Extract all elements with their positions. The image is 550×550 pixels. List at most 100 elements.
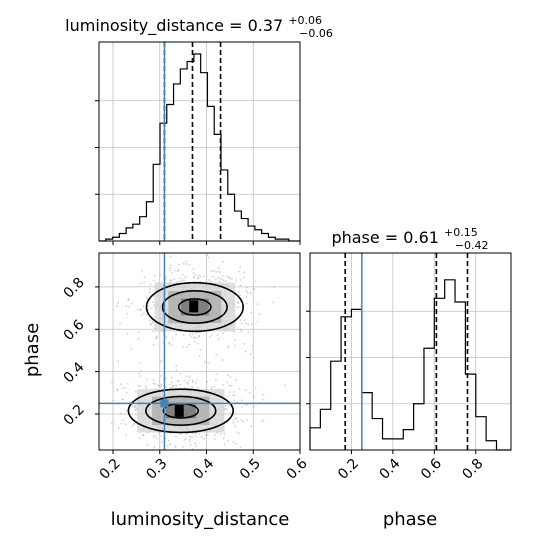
sample-point <box>131 425 133 428</box>
sample-point <box>215 271 218 273</box>
sample-point <box>146 296 148 299</box>
sample-point <box>117 427 120 430</box>
sample-point <box>223 432 226 435</box>
density-peak <box>174 404 184 417</box>
sample-point <box>235 417 238 420</box>
sample-point <box>194 432 197 434</box>
sample-point <box>198 355 201 357</box>
sample-point <box>223 443 226 446</box>
sample-point <box>239 279 242 281</box>
sample-point <box>127 306 130 308</box>
sample-point <box>161 441 163 443</box>
sample-point <box>139 308 142 311</box>
histogram-step <box>99 53 300 242</box>
contour-line <box>161 290 228 325</box>
sample-point <box>196 337 198 339</box>
sample-point <box>217 267 220 269</box>
sample-point <box>222 437 225 440</box>
sample-point <box>240 330 243 333</box>
sample-point <box>164 377 167 380</box>
sample-point <box>156 437 158 440</box>
sample-point <box>125 305 128 308</box>
sample-point <box>189 333 191 336</box>
sample-point <box>122 398 125 401</box>
sample-point <box>120 383 122 386</box>
sample-point <box>212 269 215 272</box>
sample-point <box>168 341 171 344</box>
sample-point <box>188 263 191 266</box>
sample-point <box>139 375 141 377</box>
sample-point <box>206 381 209 383</box>
y-tick-label: 0.2 <box>61 402 88 429</box>
sample-point <box>200 436 203 438</box>
sample-point <box>183 386 186 389</box>
sample-point <box>215 353 218 356</box>
x-tick-label: 0.2 <box>97 456 124 483</box>
sample-point <box>174 445 177 447</box>
sample-point <box>227 395 230 397</box>
truth-marker <box>160 399 169 408</box>
sample-point <box>170 344 173 346</box>
sample-point <box>272 301 275 304</box>
sample-point <box>239 284 242 287</box>
sample-point <box>175 281 178 283</box>
sample-point <box>179 373 182 375</box>
contour-line <box>127 388 235 434</box>
sample-point <box>238 270 241 273</box>
sample-point <box>209 336 212 338</box>
sample-point <box>211 334 213 336</box>
sample-point <box>217 276 220 279</box>
sample-point <box>218 280 221 283</box>
sample-point <box>234 317 237 319</box>
sample-point <box>215 378 217 381</box>
sample-point <box>247 331 250 333</box>
sample-point <box>221 275 224 278</box>
sample-point <box>149 319 152 322</box>
sample-point <box>192 333 195 336</box>
sample-point <box>146 378 148 381</box>
sample-point <box>168 342 171 345</box>
sample-point <box>238 387 241 390</box>
sample-point <box>119 322 121 325</box>
sample-point <box>168 269 171 272</box>
sample-point <box>151 321 154 323</box>
sample-point <box>184 437 187 440</box>
sample-point <box>126 312 128 315</box>
sample-point <box>121 387 124 390</box>
title-base: luminosity_distance = 0.37 <box>65 16 283 36</box>
sample-point <box>239 319 242 322</box>
sample-point <box>171 385 174 388</box>
sample-point <box>232 394 235 397</box>
sample-point <box>153 279 156 282</box>
sample-point <box>126 382 129 385</box>
sample-point <box>171 337 174 339</box>
title-base: phase = 0.61 <box>331 228 438 247</box>
sample-point <box>138 372 140 375</box>
sample-point <box>188 440 191 443</box>
sample-point <box>149 283 152 286</box>
panel-hist-luminosity-distance <box>95 41 301 245</box>
sample-point <box>192 379 194 382</box>
x-tick-label: 0.2 <box>335 456 362 483</box>
sample-point <box>256 303 259 305</box>
y-axis-label-phase: phase <box>22 323 43 377</box>
sample-point <box>146 314 148 316</box>
sample-point <box>169 267 171 269</box>
sample-point <box>189 435 192 438</box>
sample-point <box>131 302 133 305</box>
sample-point <box>159 360 162 363</box>
sample-point <box>127 298 130 300</box>
sample-point <box>143 276 146 279</box>
sample-point <box>126 332 129 335</box>
y-tick-label: 0.4 <box>61 359 88 386</box>
sample-point <box>198 335 201 337</box>
sample-point <box>181 279 183 282</box>
sample-point <box>185 375 188 377</box>
contour-line <box>177 298 212 316</box>
sample-point <box>234 339 237 341</box>
sample-point <box>169 443 172 445</box>
sample-point <box>152 301 154 303</box>
sample-point <box>230 384 233 387</box>
sample-point <box>199 331 201 334</box>
